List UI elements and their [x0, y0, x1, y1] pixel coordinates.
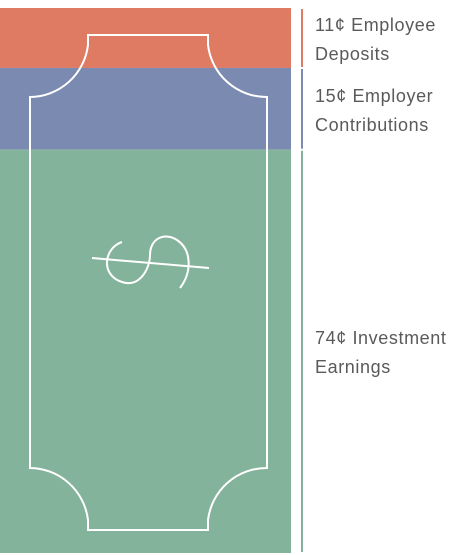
- value-label: 15¢: [315, 85, 347, 106]
- legend-label: Employer Contributions: [315, 85, 434, 135]
- bar-segment: [0, 8, 291, 68]
- legend-label: Employee Deposits: [315, 14, 436, 64]
- bill-border: [29, 34, 268, 531]
- dollar-sign: [106, 235, 190, 289]
- value-label: 74¢: [315, 328, 347, 349]
- bars: [0, 8, 291, 553]
- bar-segment: [0, 149, 291, 553]
- value-label: 11¢: [315, 14, 346, 35]
- segment-label: 11¢ Employee Deposits: [315, 11, 471, 69]
- segment-label: 74¢ Investment Earnings: [315, 324, 471, 382]
- dollar-slash: [91, 257, 210, 269]
- segment-label: 15¢ Employer Contributions: [315, 82, 471, 140]
- bill-outline: [29, 34, 268, 531]
- bar-segment: [0, 67, 291, 150]
- legend-label: Investment Earnings: [315, 328, 447, 378]
